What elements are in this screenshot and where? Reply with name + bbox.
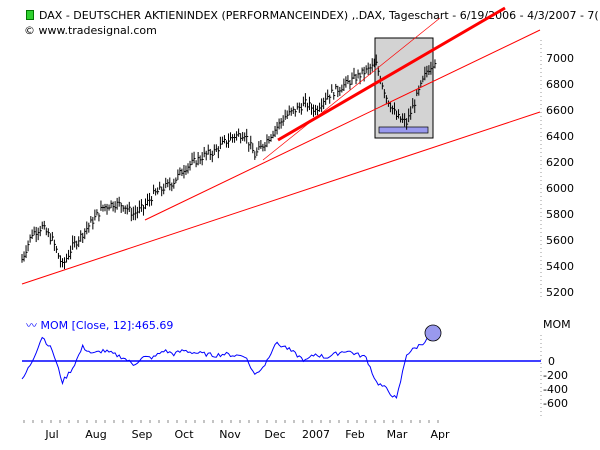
momentum-tick-label: 0	[548, 355, 555, 368]
highlight-marker	[378, 126, 429, 134]
symbol-icon	[26, 10, 34, 20]
x-tick-label: Nov	[219, 428, 241, 441]
price-tick-label: 5600	[546, 234, 574, 247]
price-tick-label: 5800	[546, 208, 574, 221]
price-tick-label: 7000	[546, 52, 574, 65]
x-tick-label: 2007	[302, 428, 330, 441]
x-tick-label: Apr	[430, 428, 450, 441]
trendline-bold	[277, 6, 506, 142]
indicator-legend: 〰 MOM [Close, 12]:465.69	[26, 317, 173, 333]
x-tick-label: Sep	[132, 428, 153, 441]
trendline-long	[21, 111, 541, 285]
indicator-icon: 〰	[26, 319, 37, 332]
title-text: DAX - DEUTSCHER AKTIENINDEX (PERFORMANCE…	[39, 9, 600, 22]
x-tick-label: Oct	[174, 428, 194, 441]
x-tick-label: Jul	[44, 428, 58, 441]
highlight-box	[374, 37, 434, 139]
trendline-steep	[262, 17, 441, 161]
price-tick-label: 6400	[546, 130, 574, 143]
momentum-tick-label: -400	[543, 383, 568, 396]
price-tick-label: 6200	[546, 156, 574, 169]
momentum-marker	[424, 324, 442, 342]
x-tick-label: Dec	[264, 428, 285, 441]
indicator-name: MOM [Close, 12]:465.69	[40, 319, 174, 332]
price-tick-label: 6600	[546, 104, 574, 117]
indicator-axis-label: MOM	[543, 318, 571, 331]
chart-title: DAX - DEUTSCHER AKTIENINDEX (PERFORMANCE…	[26, 9, 600, 22]
x-tick-label: Feb	[345, 428, 364, 441]
x-tick-label: Aug	[85, 428, 106, 441]
trendline-mid	[144, 29, 541, 221]
momentum-tick-label: -600	[543, 397, 568, 410]
momentum-tick-label: -200	[543, 369, 568, 382]
copyright: © www.tradesignal.com	[24, 24, 157, 37]
momentum-line	[21, 327, 438, 399]
price-tick-label: 6000	[546, 182, 574, 195]
x-tick-label: Mar	[387, 428, 408, 441]
price-tick-label: 5400	[546, 260, 574, 273]
price-tick-label: 5200	[546, 286, 574, 299]
price-tick-label: 6800	[546, 78, 574, 91]
